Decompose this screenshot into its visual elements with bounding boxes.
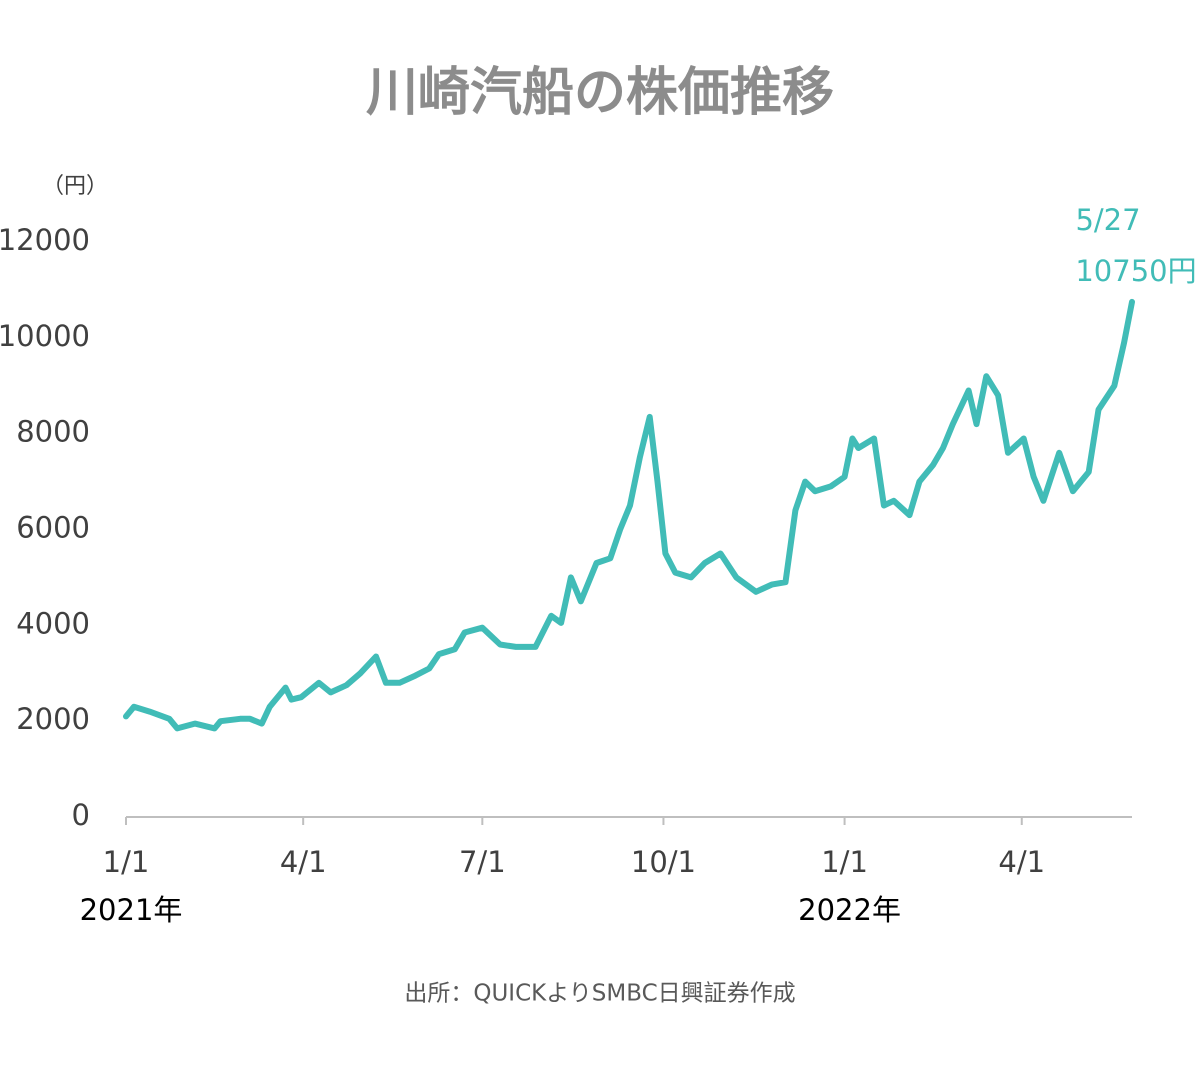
y-tick-label: 10000 [0,319,90,353]
annotation: 10750円 [1075,254,1196,288]
chart-title: 川崎汽船の株価推移 [366,63,834,123]
x-tick-label: 10/1 [631,845,696,879]
x-tick-label: 1/1 [103,845,150,879]
y-tick-label: 0 [72,798,90,832]
y-tick-label: 6000 [16,511,90,545]
y-tick-label: 12000 [0,223,90,257]
price-line [123,298,1135,732]
annotation: 5/27 [1075,203,1140,237]
y-unit: （円） [42,174,108,199]
x-tick-label: 1/1 [821,845,868,879]
x-tick-label: 4/1 [998,845,1045,879]
y-tick-label: 8000 [16,415,90,449]
year-label: 2022年 [798,893,901,927]
y-tick-label: 2000 [16,702,90,736]
x-tick-label: 4/1 [280,845,327,879]
x-tick-label: 7/1 [459,845,506,879]
y-tick-label: 4000 [16,606,90,640]
year-label: 2021年 [80,893,183,927]
source: 出所：QUICKよりSMBC日興証券作成 [404,981,795,1007]
